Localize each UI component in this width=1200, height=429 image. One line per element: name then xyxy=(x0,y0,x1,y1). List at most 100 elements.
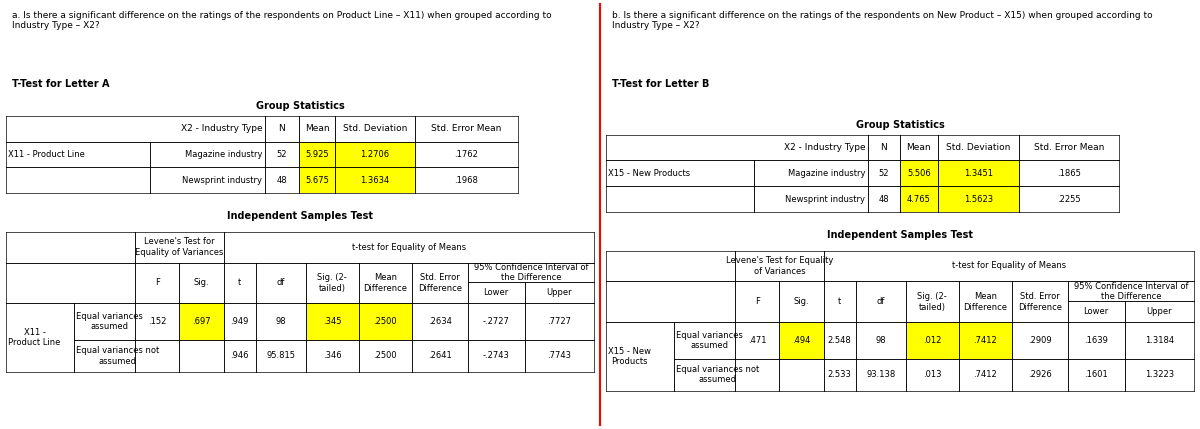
Text: b. Is there a significant difference on the ratings of the respondents on New Pr: b. Is there a significant difference on … xyxy=(612,11,1152,30)
Text: .1968: .1968 xyxy=(454,176,478,184)
Text: 48: 48 xyxy=(878,195,889,203)
Text: .345: .345 xyxy=(323,317,342,326)
Text: 95.815: 95.815 xyxy=(266,351,295,360)
Text: Levene's Test for
Equality of Variances: Levene's Test for Equality of Variances xyxy=(136,237,223,257)
Text: X15 - New
Products: X15 - New Products xyxy=(608,347,652,366)
Text: 5.925: 5.925 xyxy=(305,150,329,159)
Text: N: N xyxy=(278,124,286,133)
Text: Sig. (2-
tailed): Sig. (2- tailed) xyxy=(918,292,947,311)
Text: df: df xyxy=(277,278,286,287)
Text: .949: .949 xyxy=(230,317,248,326)
Bar xyxy=(299,167,335,193)
Text: 98: 98 xyxy=(876,336,887,345)
Text: Sig.: Sig. xyxy=(193,278,209,287)
Text: Std. Error
Difference: Std. Error Difference xyxy=(1018,292,1062,311)
Text: X15 - New Products: X15 - New Products xyxy=(608,169,690,178)
Text: Upper: Upper xyxy=(546,288,572,297)
Text: 5.506: 5.506 xyxy=(907,169,931,178)
Text: Sig. (2-
tailed): Sig. (2- tailed) xyxy=(318,273,347,293)
Bar xyxy=(335,167,415,193)
Text: 93.138: 93.138 xyxy=(866,370,895,379)
Text: t-test for Equality of Means: t-test for Equality of Means xyxy=(952,262,1066,270)
Text: .1865: .1865 xyxy=(1057,169,1081,178)
Text: t: t xyxy=(238,278,241,287)
Text: X11 -
Product Line: X11 - Product Line xyxy=(8,328,61,347)
Text: 95% Confidence Interval of
the Difference: 95% Confidence Interval of the Differenc… xyxy=(1074,281,1188,301)
Text: .2641: .2641 xyxy=(427,351,451,360)
Bar xyxy=(335,142,415,167)
Text: .2255: .2255 xyxy=(1057,195,1080,203)
Text: Std. Error Mean: Std. Error Mean xyxy=(1033,143,1104,152)
Text: Newsprint industry: Newsprint industry xyxy=(182,176,263,184)
Text: -.2727: -.2727 xyxy=(482,317,510,326)
Text: .013: .013 xyxy=(923,370,942,379)
Text: 2.533: 2.533 xyxy=(828,370,852,379)
Text: Lower: Lower xyxy=(1084,307,1109,316)
Text: .1639: .1639 xyxy=(1084,336,1108,345)
Text: a. Is there a significant difference on the ratings of the respondents on Produc: a. Is there a significant difference on … xyxy=(12,11,552,30)
Text: .1762: .1762 xyxy=(454,150,478,159)
Text: .2909: .2909 xyxy=(1028,336,1051,345)
Text: 48: 48 xyxy=(276,176,287,184)
Text: .012: .012 xyxy=(923,336,942,345)
Text: 1.3184: 1.3184 xyxy=(1145,336,1174,345)
Text: Lower: Lower xyxy=(484,288,509,297)
Text: df: df xyxy=(877,297,886,306)
Text: .946: .946 xyxy=(230,351,248,360)
Bar xyxy=(906,322,959,359)
Text: Mean
Difference: Mean Difference xyxy=(364,273,407,293)
Text: Upper: Upper xyxy=(1146,307,1172,316)
Bar xyxy=(959,322,1012,359)
Text: .2926: .2926 xyxy=(1027,370,1051,379)
Text: .152: .152 xyxy=(149,317,167,326)
Text: Levene's Test for Equality
of Variances: Levene's Test for Equality of Variances xyxy=(726,256,833,276)
Bar xyxy=(299,142,335,167)
Bar xyxy=(937,186,1019,212)
Text: 1.3223: 1.3223 xyxy=(1145,370,1174,379)
Text: N: N xyxy=(881,143,887,152)
Text: 5.675: 5.675 xyxy=(305,176,329,184)
Text: Group Statistics: Group Statistics xyxy=(256,101,344,111)
Text: Magazine industry: Magazine industry xyxy=(185,150,263,159)
Text: 4.765: 4.765 xyxy=(907,195,931,203)
Text: .7412: .7412 xyxy=(973,370,997,379)
Text: 1.3451: 1.3451 xyxy=(964,169,992,178)
Bar xyxy=(180,303,223,340)
Text: .7727: .7727 xyxy=(547,317,571,326)
Text: 2.548: 2.548 xyxy=(828,336,852,345)
Text: t: t xyxy=(838,297,841,306)
Text: 52: 52 xyxy=(276,150,287,159)
Text: Std. Error
Difference: Std. Error Difference xyxy=(418,273,462,293)
Text: 95% Confidence Interval of
the Difference: 95% Confidence Interval of the Differenc… xyxy=(474,263,588,282)
Bar xyxy=(900,186,937,212)
Text: .346: .346 xyxy=(323,351,342,360)
Text: Std. Error Mean: Std. Error Mean xyxy=(431,124,502,133)
Text: X2 - Industry Type: X2 - Industry Type xyxy=(784,143,865,152)
Text: F: F xyxy=(155,278,160,287)
Text: F: F xyxy=(755,297,760,306)
Text: T-Test for Letter A: T-Test for Letter A xyxy=(12,79,109,89)
Text: .697: .697 xyxy=(192,317,211,326)
Text: 1.2706: 1.2706 xyxy=(360,150,390,159)
Text: Std. Deviation: Std. Deviation xyxy=(946,143,1010,152)
Text: Sig.: Sig. xyxy=(793,297,809,306)
Text: Newsprint industry: Newsprint industry xyxy=(785,195,865,203)
Bar xyxy=(937,160,1019,186)
Text: Independent Samples Test: Independent Samples Test xyxy=(227,211,373,221)
Text: Std. Deviation: Std. Deviation xyxy=(343,124,407,133)
Text: T-Test for Letter B: T-Test for Letter B xyxy=(612,79,709,89)
Bar xyxy=(780,322,823,359)
Bar xyxy=(900,160,937,186)
Text: Equal variances
assumed: Equal variances assumed xyxy=(676,331,743,350)
Bar xyxy=(359,303,412,340)
Text: Group Statistics: Group Statistics xyxy=(856,120,944,130)
Text: Equal variances not
assumed: Equal variances not assumed xyxy=(676,365,760,384)
Text: .7743: .7743 xyxy=(547,351,571,360)
Text: Mean: Mean xyxy=(305,124,329,133)
Text: 98: 98 xyxy=(276,317,287,326)
Text: Mean
Difference: Mean Difference xyxy=(964,292,1007,311)
Text: X11 - Product Line: X11 - Product Line xyxy=(8,150,85,159)
Text: X2 - Industry Type: X2 - Industry Type xyxy=(181,124,263,133)
Text: Magazine industry: Magazine industry xyxy=(788,169,865,178)
Text: .1601: .1601 xyxy=(1085,370,1108,379)
